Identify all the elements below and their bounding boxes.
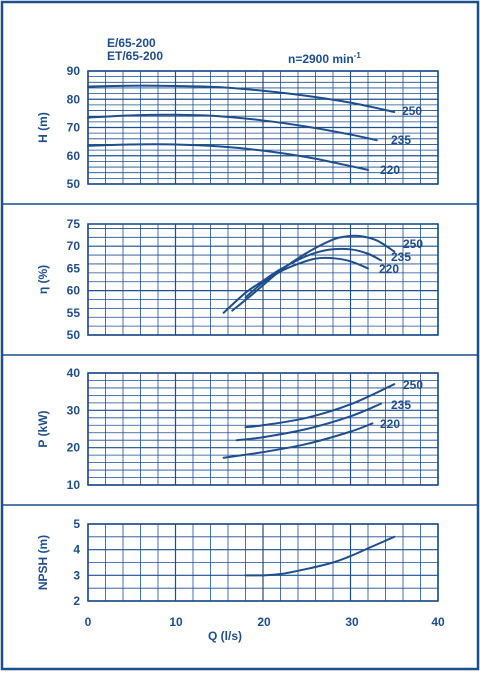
- y-tick-label: 2: [73, 594, 80, 608]
- panel-4: 5 4 3 2 NPSH (m): [36, 517, 439, 608]
- y-axis-label: η (%): [36, 265, 50, 294]
- y-tick-label: 75: [67, 217, 81, 231]
- y-tick-label: 20: [67, 441, 81, 455]
- y-axis-label: H (m): [36, 112, 50, 143]
- x-tick-label: 10: [169, 615, 183, 629]
- x-tick-label: 30: [345, 615, 359, 629]
- y-tick-label: 5: [73, 517, 80, 531]
- speed-label: n=2900 min-1: [288, 51, 361, 66]
- series-line-220: [244, 256, 369, 299]
- series-line-npsh: [244, 535, 396, 577]
- series-label: 235: [391, 133, 411, 147]
- y-tick-label: 30: [67, 403, 81, 417]
- series-label: 235: [391, 398, 411, 412]
- x-tick-labels: 0 10 20 30 40: [85, 615, 445, 629]
- y-tick-label: 40: [67, 366, 81, 380]
- series-line-250: [231, 234, 396, 312]
- y-axis-label: NPSH (m): [36, 535, 50, 590]
- x-tick-label: 0: [85, 615, 92, 629]
- y-axis-label: P (kW): [36, 410, 50, 447]
- plot-frame: [87, 372, 439, 486]
- plot-frame: [87, 223, 439, 336]
- series-line-235: [235, 402, 383, 442]
- y-tick-label: 4: [73, 543, 80, 557]
- y-tick-label: 90: [67, 64, 81, 78]
- y-tick-label: 65: [67, 261, 81, 275]
- model-label-2: ET/65-200: [107, 49, 163, 63]
- y-tick-label: 80: [67, 92, 81, 106]
- y-tick-label: 50: [67, 177, 81, 191]
- series-line-250: [87, 84, 396, 113]
- series-label: 220: [380, 417, 400, 431]
- series-line-220: [87, 143, 369, 171]
- series-label: 220: [379, 262, 399, 276]
- y-tick-label: 60: [67, 149, 81, 163]
- series-label: 250: [402, 104, 422, 118]
- speed-exponent: -1: [354, 51, 362, 60]
- x-tick-label: 40: [431, 615, 445, 629]
- panel-3: 40 30 20 10 P (kW) 250 235 220: [36, 366, 439, 492]
- series-label: 250: [403, 378, 423, 392]
- y-tick-label: 3: [73, 568, 80, 582]
- speed-prefix: n=2900 min: [288, 52, 354, 66]
- series-line-220: [222, 422, 374, 459]
- y-tick-label: 55: [67, 306, 81, 320]
- x-axis-label: Q (l/s): [208, 629, 242, 643]
- y-tick-label: 50: [67, 328, 81, 342]
- y-tick-label: 10: [67, 478, 81, 492]
- plot-frame: [87, 523, 439, 602]
- y-tick-label: 70: [67, 121, 81, 135]
- y-tick-label: 70: [67, 239, 81, 253]
- panel-1: 90 80 70 60 50 H (m) 250 235 220: [36, 64, 439, 191]
- series-line-235: [87, 113, 378, 142]
- plot-frame: [87, 70, 439, 185]
- model-label-1: E/65-200: [107, 36, 156, 50]
- series-label: 220: [380, 163, 400, 177]
- x-tick-label: 20: [257, 615, 271, 629]
- y-tick-label: 60: [67, 284, 81, 298]
- series-label: 235: [391, 250, 411, 264]
- series-label: 250: [403, 237, 423, 251]
- series-line-235: [222, 247, 383, 314]
- series-line-250: [244, 383, 396, 429]
